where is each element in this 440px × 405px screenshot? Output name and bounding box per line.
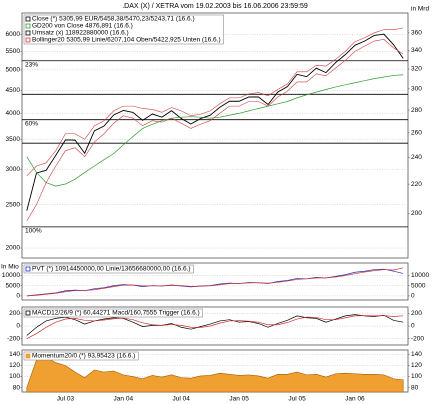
series-line <box>26 268 404 297</box>
y-tick-label: 120 <box>9 362 20 369</box>
y-tick-label: 4500 <box>6 87 21 94</box>
series-line <box>26 314 404 336</box>
legend: Momentum20/0 (*) 93,95423 (16.6.) <box>23 351 139 361</box>
y2-tick-label: 340 <box>411 47 422 54</box>
x-tick-label: Jan 06 <box>345 396 365 403</box>
bollinger-upper <box>26 27 404 177</box>
y2-tick-label: 300 <box>411 86 422 93</box>
legend-box <box>23 264 194 274</box>
level-label: 60% <box>25 120 38 127</box>
y-tick-label-right: 100 <box>411 373 422 380</box>
y-tick-label: 5500 <box>6 48 21 55</box>
y-tick-label: 0 <box>16 293 20 300</box>
legend-box <box>23 351 139 361</box>
legend-label: MACD12/26/9 (*) 60,44271 Macd/160,7555 T… <box>32 310 200 317</box>
legend-label: Close (*) 5305,99 EUR/5458,38/5470,23/52… <box>32 16 195 23</box>
legend-swatch <box>25 310 31 316</box>
x-tick-label: Jan 05 <box>229 396 249 403</box>
y-tick-label-right: 80 <box>411 384 419 391</box>
legend-label: PVT (*) 10914450000,00 Linie/13656680000… <box>32 266 191 273</box>
bollinger-lower <box>26 39 404 222</box>
y-tick-label: 200 <box>9 310 20 317</box>
y-tick-label: 3000 <box>6 166 21 173</box>
y-tick-label: 140 <box>9 351 20 358</box>
y-tick-label: 4000 <box>6 110 21 117</box>
legend-swatch <box>25 16 31 22</box>
y-tick-label-right: 0 <box>411 323 415 330</box>
y-tick-label: 0 <box>16 323 20 330</box>
legend-label: Bollinger20 5305,99 Linie/6207,104 Oben/… <box>32 37 221 44</box>
legend: PVT (*) 10914450000,00 Linie/13656680000… <box>23 264 194 274</box>
y-tick-label: 3500 <box>6 136 21 143</box>
legend-swatch <box>25 37 31 43</box>
y-tick-label: 2000 <box>6 245 21 252</box>
legend-swatch <box>25 353 31 359</box>
y-axis-label: In Mio <box>1 264 19 271</box>
y-tick-label: 2500 <box>6 201 21 208</box>
y2-tick-label: 320 <box>411 66 422 73</box>
y-tick-label: 10000 <box>2 272 20 279</box>
legend-swatch <box>25 23 31 29</box>
y2-tick-label: 240 <box>411 154 422 161</box>
legend-box <box>23 308 203 318</box>
y-tick-label-right: -200 <box>411 335 424 342</box>
y2-axis-label: in Mrd <box>411 6 429 13</box>
legend-swatch <box>25 30 31 36</box>
x-tick-label: Jul 04 <box>173 396 191 403</box>
legend: Close (*) 5305,99 EUR/5458,38/5470,23/52… <box>23 14 224 45</box>
panel-frame <box>21 262 409 301</box>
y2-tick-label: 200 <box>411 210 422 217</box>
y-tick-label: -200 <box>7 335 20 342</box>
x-tick-label: Jul 03 <box>57 396 75 403</box>
y-tick-label: 100 <box>9 373 20 380</box>
y-tick-label: 80 <box>13 384 21 391</box>
panel-frame <box>21 12 409 259</box>
y-tick-label-right: 0 <box>411 293 415 300</box>
y-tick-label-right: 200 <box>411 310 422 317</box>
x-tick-label: Jul 05 <box>288 396 306 403</box>
momentum-area <box>26 356 404 393</box>
y2-tick-label: 280 <box>411 107 422 114</box>
y-tick-label: 5000 <box>6 67 21 74</box>
chart-title: .DAX (X) / XETRA vom 19.02.2003 bis 16.0… <box>122 3 308 10</box>
y-tick-label: 5000 <box>6 282 21 289</box>
y-tick-label: 6000 <box>6 31 21 38</box>
series-line <box>26 267 404 297</box>
legend: MACD12/26/9 (*) 60,44271 Macd/160,7555 T… <box>23 308 203 318</box>
y2-tick-label: 360 <box>411 30 422 37</box>
series-line <box>26 33 404 211</box>
legend-box <box>23 14 224 45</box>
y-tick-label-right: 5000 <box>411 282 426 289</box>
y-tick-label-right: 140 <box>411 351 422 358</box>
level-label: 100% <box>25 228 42 235</box>
x-tick-label: Jan 04 <box>114 396 134 403</box>
y2-tick-label: 220 <box>411 181 422 188</box>
legend-label: Umsatz (x) 118922880000 (16.6.) <box>32 30 129 37</box>
legend-label: GD200 von Close 4876,891 (16.6.) <box>32 23 133 30</box>
legend-swatch <box>25 266 31 272</box>
level-label: 23% <box>25 62 38 69</box>
legend-label: Momentum20/0 (*) 93,95423 (16.6.) <box>32 353 135 360</box>
series-line <box>26 315 404 339</box>
series-line <box>26 74 404 187</box>
y-tick-label-right: 10000 <box>411 272 429 279</box>
y-tick-label-right: 120 <box>411 362 422 369</box>
y2-tick-label: 260 <box>411 130 422 137</box>
